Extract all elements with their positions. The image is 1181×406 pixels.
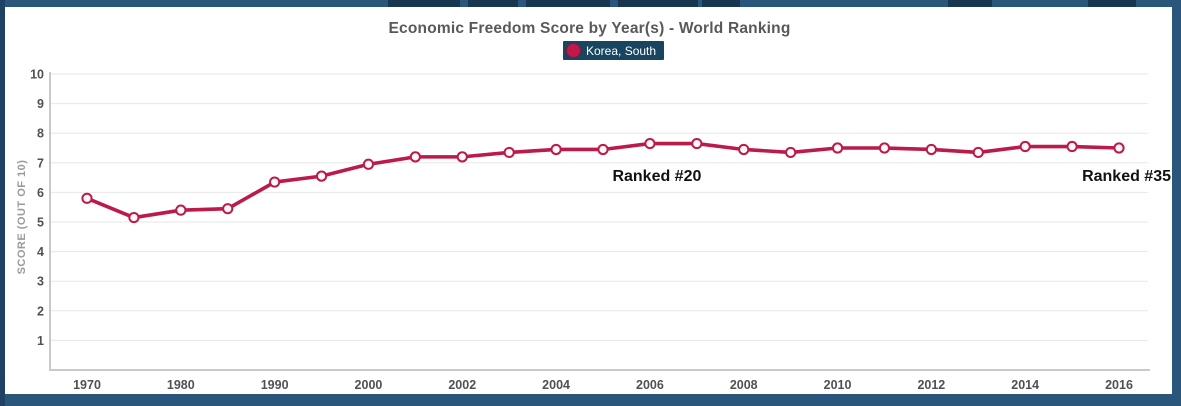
data-point-2012[interactable] <box>925 143 937 156</box>
x-tick-label-1990: 1990 <box>261 378 289 392</box>
y-tick-label-3: 3 <box>37 275 44 289</box>
data-point-2009[interactable] <box>785 146 797 159</box>
data-point-2011[interactable] <box>878 142 891 154</box>
data-point-2010[interactable] <box>831 142 844 154</box>
y-axis-title: SCORE (OUT OF 10) <box>16 160 28 275</box>
y-tick-label-6: 6 <box>37 186 44 200</box>
window-border-top <box>0 0 1181 7</box>
x-tick-label-2014: 2014 <box>1011 378 1039 392</box>
chart-title: Economic Freedom Score by Year(s) - Worl… <box>388 20 791 37</box>
window-border-left <box>0 0 5 406</box>
x-tick-label-2016: 2016 <box>1105 378 1133 392</box>
data-point-2006[interactable] <box>644 137 656 150</box>
data-point-2005[interactable] <box>597 143 609 156</box>
y-tick-label-9: 9 <box>37 97 44 111</box>
border-artifact <box>1088 0 1136 7</box>
y-tick-label-10: 10 <box>30 68 44 82</box>
y-tick-label-8: 8 <box>37 127 44 141</box>
data-point-2003[interactable] <box>503 146 515 159</box>
data-point-1980[interactable] <box>175 204 187 216</box>
y-tick-label-2: 2 <box>37 304 44 318</box>
annotation-ranked-20: Ranked #20 <box>612 168 701 185</box>
border-artifact <box>468 0 518 7</box>
data-point-2008[interactable] <box>738 143 750 156</box>
annotation-ranked-35: Ranked #35 <box>1082 168 1171 185</box>
x-tick-label-2010: 2010 <box>824 378 852 392</box>
window-border-bottom <box>0 394 1181 406</box>
x-tick-label-2012: 2012 <box>917 378 945 392</box>
data-point-2013[interactable] <box>972 146 984 159</box>
data-point-1985[interactable] <box>222 203 234 215</box>
y-tick-label-7: 7 <box>37 156 44 170</box>
x-tick-label-2004: 2004 <box>542 378 570 392</box>
data-point-2015[interactable] <box>1066 140 1078 153</box>
data-point-2007[interactable] <box>691 137 703 150</box>
border-artifact <box>702 0 740 7</box>
x-tick-label-2006: 2006 <box>636 378 664 392</box>
data-point-2004[interactable] <box>550 143 562 156</box>
data-point-2016[interactable] <box>1113 142 1125 154</box>
x-tick-label-1970: 1970 <box>73 378 101 392</box>
x-tick-label-2002: 2002 <box>448 378 476 392</box>
x-tick-label-2000: 2000 <box>355 378 383 392</box>
border-artifact <box>618 0 698 7</box>
legend[interactable]: Korea, South <box>563 41 665 60</box>
data-point-1970[interactable] <box>81 192 93 204</box>
border-artifact <box>948 0 992 7</box>
y-tick-label-1: 1 <box>37 334 44 348</box>
legend-series-swatch-icon <box>566 43 581 58</box>
data-point-1975[interactable] <box>128 211 140 224</box>
data-point-2014[interactable] <box>1019 140 1031 153</box>
y-tick-label-5: 5 <box>37 216 44 230</box>
window-border-right <box>1172 0 1181 406</box>
legend-series-label: Korea, South <box>586 43 657 58</box>
x-tick-label-1980: 1980 <box>167 378 195 392</box>
data-point-1995[interactable] <box>315 170 328 182</box>
data-point-2000[interactable] <box>362 158 375 170</box>
y-tick-label-4: 4 <box>37 245 44 259</box>
x-tick-label-2008: 2008 <box>730 378 758 392</box>
border-artifact <box>388 0 460 7</box>
data-point-1990[interactable] <box>269 176 281 188</box>
data-point-2002[interactable] <box>456 151 468 163</box>
data-point-2001[interactable] <box>409 151 421 163</box>
border-artifact <box>526 0 610 7</box>
